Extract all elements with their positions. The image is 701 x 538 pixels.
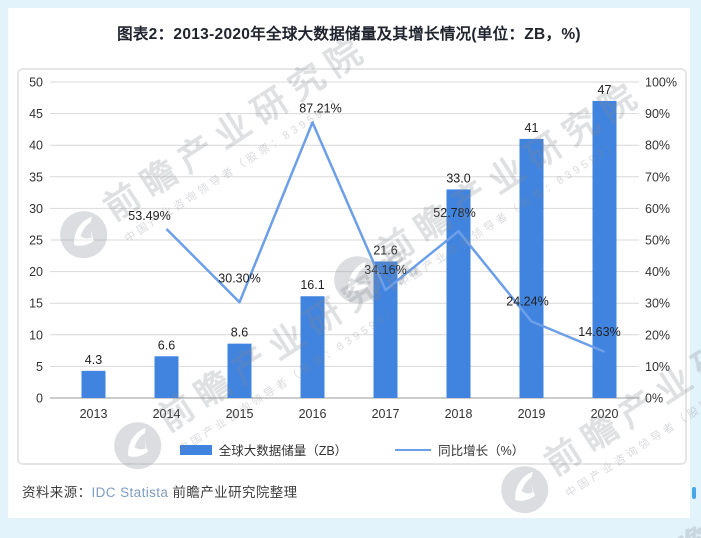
bar [300, 296, 325, 398]
line-value-label: 14.63% [578, 325, 620, 339]
line-value-label: 34.16% [364, 263, 406, 277]
x-axis-label: 2013 [80, 407, 108, 421]
bar-value-label: 47 [598, 83, 612, 97]
bar-swatch-icon [179, 444, 212, 455]
line-value-label: 87.21% [299, 101, 341, 115]
source-prefix: 资料来源： [22, 485, 92, 500]
left-axis-tick: 25 [29, 234, 43, 248]
line-value-label: 53.49% [128, 209, 170, 223]
x-axis-label: 2017 [372, 407, 400, 421]
line-value-label: 24.24% [506, 294, 548, 308]
left-axis-tick: 45 [29, 107, 43, 121]
line-value-label: 52.78% [433, 206, 475, 220]
bar [446, 189, 471, 398]
right-axis-tick: 30% [645, 297, 670, 311]
scrollbar-thumb[interactable] [692, 487, 696, 499]
right-axis-tick: 100% [645, 76, 677, 90]
x-axis-label: 2015 [226, 407, 254, 421]
left-axis-tick: 5 [36, 360, 43, 374]
bar-value-label: 16.1 [300, 278, 324, 292]
source-link: IDC Statista [91, 485, 169, 500]
right-axis-tick: 80% [645, 139, 670, 153]
right-axis-tick: 20% [645, 328, 670, 342]
left-axis-tick: 0 [36, 392, 43, 406]
bar [154, 356, 179, 398]
x-axis-label: 2019 [518, 407, 546, 421]
bar-value-label: 8.6 [231, 326, 248, 340]
chart-panel: 0 5 10 15 20 25 30 35 40 45 50 0% 10% 20% 30% 40% 50% 60%… [17, 68, 687, 465]
left-axis-tick: 50 [29, 76, 43, 90]
x-axis-label: 2018 [445, 407, 473, 421]
bar [227, 343, 252, 398]
source-suffix: 前瞻产业研究院整理 [168, 485, 298, 500]
right-axis-tick: 0% [645, 392, 663, 406]
right-axis-tick: 90% [645, 107, 670, 121]
chart-title: 图表2：2013-2020年全球大数据储量及其增长情况(单位：ZB，%) [117, 26, 581, 43]
legend-item-growth: 同比增长（%） [395, 440, 524, 459]
left-axis-tick: 35 [29, 170, 43, 184]
left-axis-tick: 10 [29, 328, 43, 342]
bar-value-label: 21.6 [373, 243, 397, 257]
right-axis-tick: 70% [645, 170, 670, 184]
right-axis-tick: 50% [645, 234, 670, 248]
chart-legend: 全球大数据储量（ZB） 同比增长（%） [19, 440, 685, 459]
line-value-label: 30.30% [218, 271, 260, 285]
bar [519, 138, 544, 398]
bar-value-label: 41 [525, 121, 539, 135]
left-axis-tick: 40 [29, 139, 43, 153]
bar [81, 370, 106, 398]
right-axis-tick: 10% [645, 360, 670, 374]
right-axis-tick: 40% [645, 265, 670, 279]
growth-line [165, 121, 605, 353]
x-axis-label: 2020 [591, 407, 619, 421]
legend-label-growth: 同比增长（%） [438, 444, 525, 458]
bar-value-label: 6.6 [158, 338, 175, 352]
x-axis-label: 2014 [153, 407, 181, 421]
chart-canvas: 0 5 10 15 20 25 30 35 40 45 50 0% 10% 20% 30% 40% 50% 60%… [29, 76, 677, 422]
bar-value-label: 33.0 [446, 171, 470, 185]
bar-value-label: 4.3 [85, 353, 102, 367]
source-note: 资料来源：IDC Statista 前瞻产业研究院整理 [22, 481, 298, 501]
left-axis-tick: 15 [29, 297, 43, 311]
bar [592, 100, 617, 399]
line-swatch-icon [395, 448, 432, 451]
right-axis-tick: 60% [645, 202, 670, 216]
x-axis-label: 2016 [299, 407, 327, 421]
legend-item-storage: 全球大数据储量（ZB） [179, 440, 348, 459]
legend-label-storage: 全球大数据储量（ZB） [218, 444, 348, 458]
left-axis-tick: 20 [29, 265, 43, 279]
left-axis-tick: 30 [29, 202, 43, 216]
